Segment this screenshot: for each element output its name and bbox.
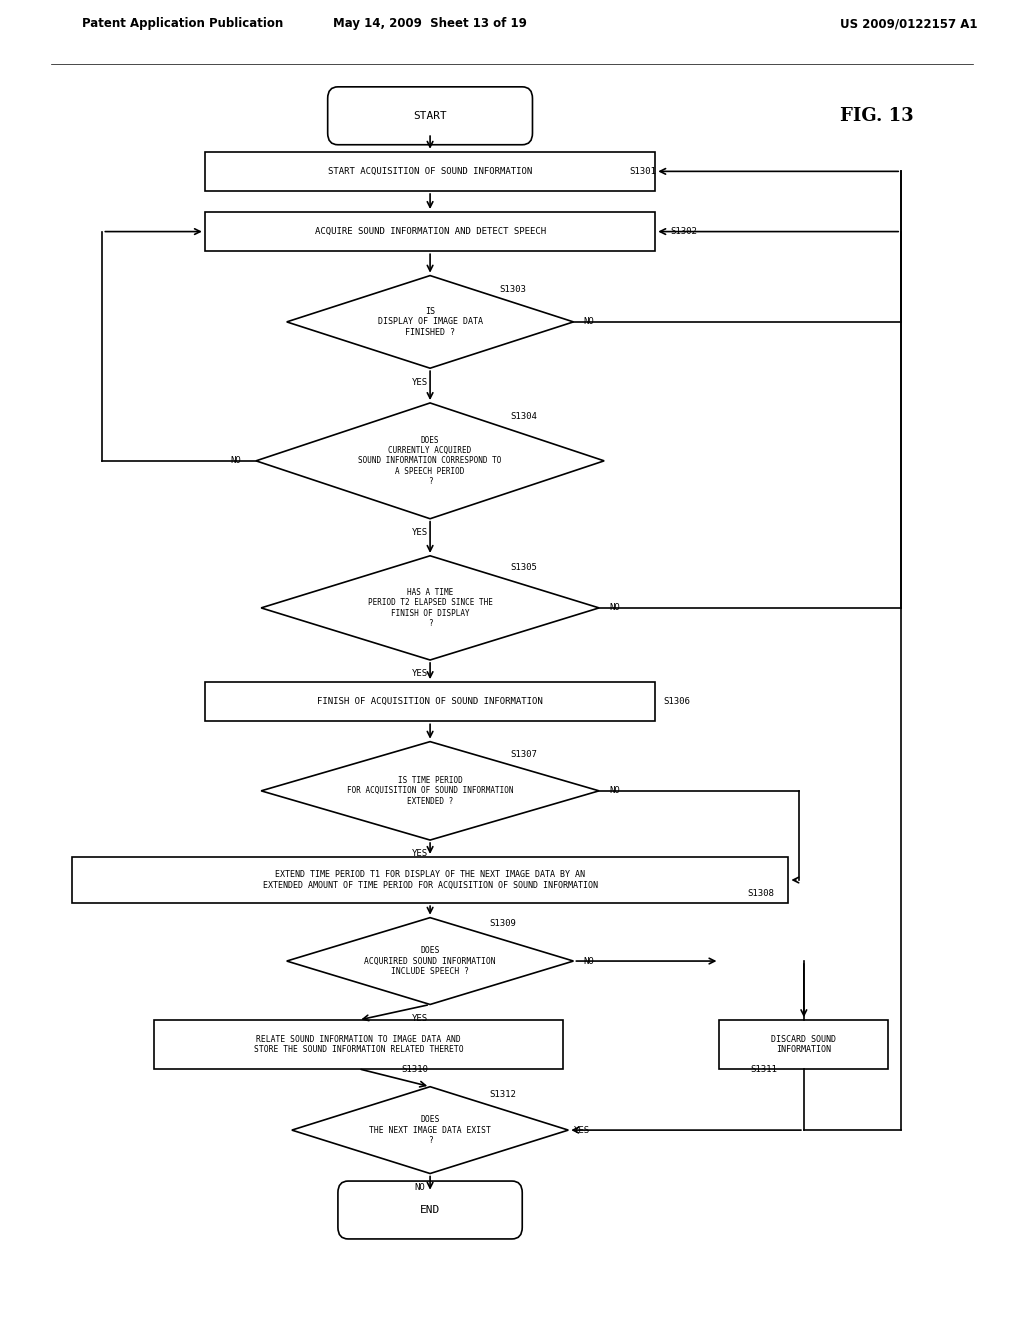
Text: S1307: S1307 <box>510 751 537 759</box>
Text: S1305: S1305 <box>510 562 537 572</box>
Text: NO: NO <box>230 457 241 466</box>
Text: S1310: S1310 <box>401 1065 428 1074</box>
Bar <box>154 1020 563 1069</box>
Text: May 14, 2009  Sheet 13 of 19: May 14, 2009 Sheet 13 of 19 <box>333 17 527 30</box>
Polygon shape <box>261 556 599 660</box>
Text: YES: YES <box>573 1126 590 1135</box>
Text: Patent Application Publication: Patent Application Publication <box>82 17 284 30</box>
Text: HAS A TIME
PERIOD T2 ELAPSED SINCE THE
FINISH OF DISPLAY
?: HAS A TIME PERIOD T2 ELAPSED SINCE THE F… <box>368 587 493 628</box>
Bar <box>205 213 655 251</box>
Text: RELATE SOUND INFORMATION TO IMAGE DATA AND
STORE THE SOUND INFORMATION RELATED T: RELATE SOUND INFORMATION TO IMAGE DATA A… <box>254 1035 463 1055</box>
Text: FINISH OF ACQUISITION OF SOUND INFORMATION: FINISH OF ACQUISITION OF SOUND INFORMATI… <box>317 697 543 706</box>
Text: DOES
ACQURIRED SOUND INFORMATION
INCLUDE SPEECH ?: DOES ACQURIRED SOUND INFORMATION INCLUDE… <box>365 946 496 975</box>
Text: IS
DISPLAY OF IMAGE DATA
FINISHED ?: IS DISPLAY OF IMAGE DATA FINISHED ? <box>378 308 482 337</box>
Text: NO: NO <box>415 1183 425 1192</box>
Text: S1308: S1308 <box>748 890 774 899</box>
Text: NO: NO <box>609 787 620 796</box>
Text: START: START <box>414 111 446 121</box>
Polygon shape <box>261 742 599 840</box>
Text: S1302: S1302 <box>671 227 697 236</box>
Text: YES: YES <box>412 1014 428 1023</box>
Text: S1309: S1309 <box>489 920 516 928</box>
Text: NO: NO <box>584 957 594 965</box>
Text: S1311: S1311 <box>751 1065 777 1074</box>
Text: S1301: S1301 <box>630 166 656 176</box>
Text: EXTEND TIME PERIOD T1 FOR DISPLAY OF THE NEXT IMAGE DATA BY AN
EXTENDED AMOUNT O: EXTEND TIME PERIOD T1 FOR DISPLAY OF THE… <box>262 870 598 890</box>
Polygon shape <box>287 276 573 368</box>
Text: US 2009/0122157 A1: US 2009/0122157 A1 <box>840 17 977 30</box>
Text: DOES
CURRENTLY ACQUIRED
SOUND INFORMATION CORRESPOND TO
A SPEECH PERIOD
?: DOES CURRENTLY ACQUIRED SOUND INFORMATIO… <box>358 436 502 486</box>
Text: S1304: S1304 <box>510 412 537 421</box>
Text: END: END <box>420 1205 440 1214</box>
Text: YES: YES <box>412 378 428 387</box>
Bar <box>719 1020 889 1069</box>
Bar <box>205 682 655 721</box>
Text: S1306: S1306 <box>664 697 690 706</box>
Polygon shape <box>256 403 604 519</box>
Text: NO: NO <box>584 317 594 326</box>
Text: YES: YES <box>412 850 428 858</box>
Polygon shape <box>292 1086 568 1173</box>
Text: START ACQUISITION OF SOUND INFORMATION: START ACQUISITION OF SOUND INFORMATION <box>328 166 532 176</box>
Text: S1303: S1303 <box>500 285 526 294</box>
Polygon shape <box>287 917 573 1005</box>
FancyBboxPatch shape <box>338 1181 522 1239</box>
Text: YES: YES <box>412 669 428 678</box>
Text: YES: YES <box>412 528 428 537</box>
Bar <box>205 152 655 191</box>
Text: FIG. 13: FIG. 13 <box>840 107 913 125</box>
Text: DISCARD SOUND
INFORMATION: DISCARD SOUND INFORMATION <box>771 1035 837 1055</box>
Text: ACQUIRE SOUND INFORMATION AND DETECT SPEECH: ACQUIRE SOUND INFORMATION AND DETECT SPE… <box>314 227 546 236</box>
Text: DOES
THE NEXT IMAGE DATA EXIST
?: DOES THE NEXT IMAGE DATA EXIST ? <box>369 1115 492 1144</box>
Text: NO: NO <box>609 603 620 612</box>
FancyBboxPatch shape <box>328 87 532 145</box>
Text: S1312: S1312 <box>489 1090 516 1098</box>
Text: IS TIME PERIOD
FOR ACQUISITION OF SOUND INFORMATION
EXTENDED ?: IS TIME PERIOD FOR ACQUISITION OF SOUND … <box>347 776 513 805</box>
Bar <box>72 857 788 903</box>
